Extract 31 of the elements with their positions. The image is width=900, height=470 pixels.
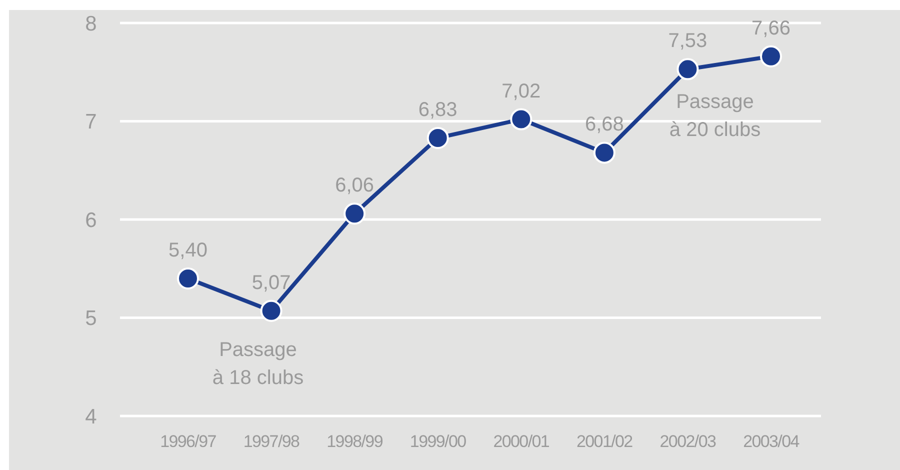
data-label: 7,66 [752,17,790,40]
x-tick-label: 2003/04 [743,432,800,451]
annotation: Passage à 20 clubs [669,91,761,141]
y-tick-label: 4 [85,405,98,428]
x-tick-label: 1999/00 [410,432,466,451]
x-tick-label: 2002/03 [660,432,716,451]
y-tick-label: 6 [85,208,97,232]
point [344,202,366,225]
point [177,267,199,290]
y-tick-label: 7 [85,110,97,134]
x-tick-label: 2000/01 [493,432,550,451]
y-tick-label: 5 [85,307,97,330]
x-tick-label: 1998/99 [326,432,383,451]
point [260,300,282,322]
point [426,126,449,149]
data-label: 7,53 [668,30,708,52]
data-label: 6,06 [335,174,374,197]
x-tick-label: 1997/98 [243,432,300,451]
data-label: 6,68 [584,114,624,136]
point [676,58,699,80]
data-label: 7,02 [502,80,541,102]
point [593,142,616,164]
annotation: Passage à 18 clubs [212,339,304,389]
data-label: 5,40 [168,239,208,262]
x-tick-label: 2001/02 [576,432,633,451]
y-tick-label: 8 [85,12,97,36]
data-label: 5,07 [252,272,291,294]
point [510,108,532,130]
x-tick-label: 1996/97 [160,432,216,451]
point [760,45,782,68]
data-label: 6,83 [418,98,458,121]
